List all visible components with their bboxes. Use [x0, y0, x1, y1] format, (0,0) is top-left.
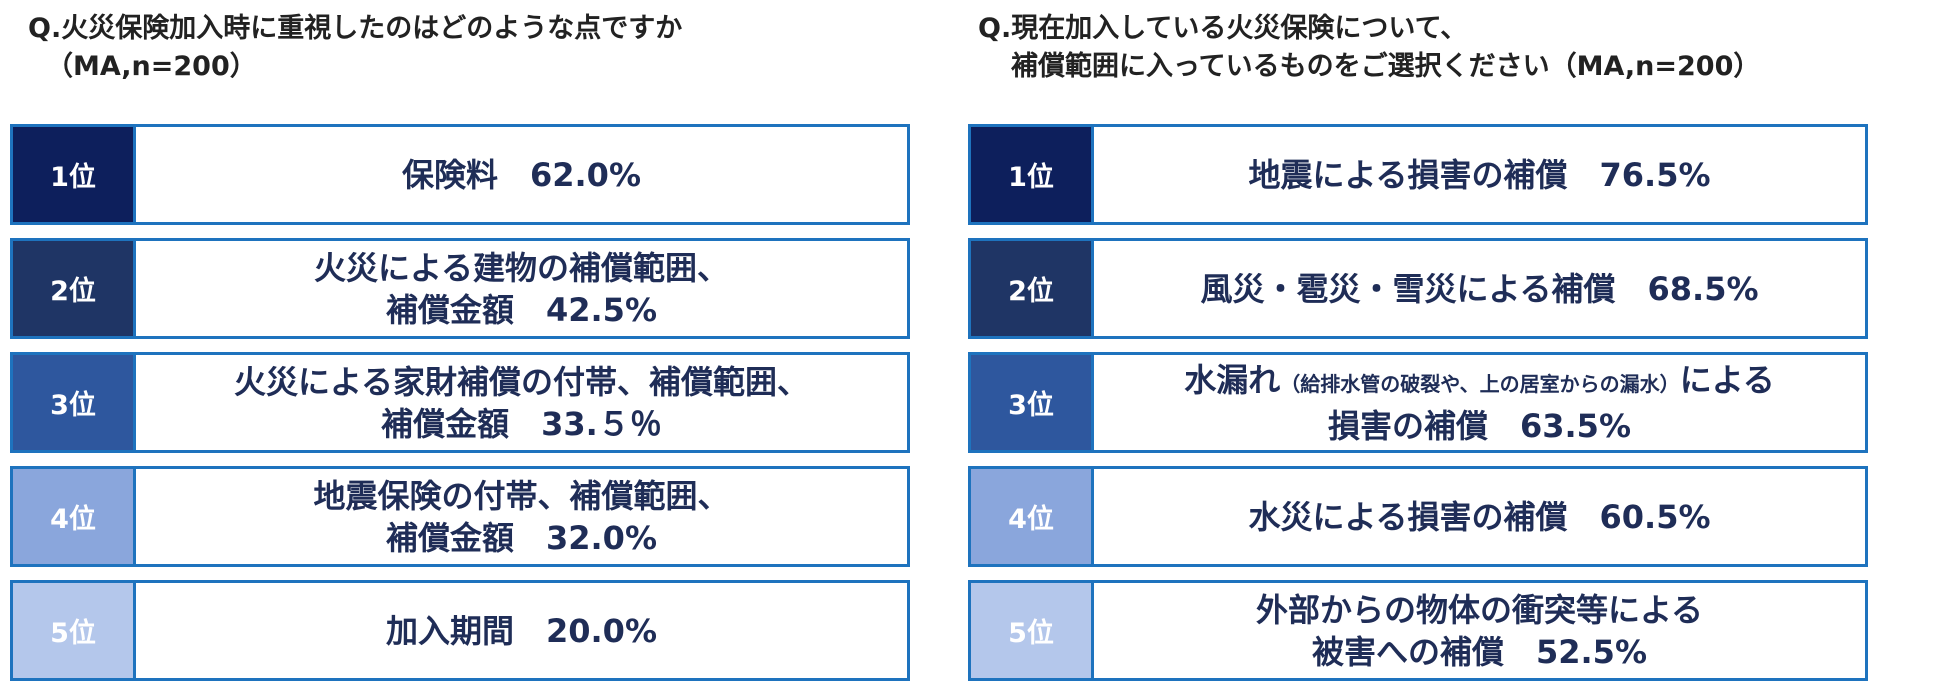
- rank-item-text: 水漏れ（給排水管の破裂や、上の居室からの漏水）による 損害の補償 63.5%: [1094, 355, 1865, 450]
- right-rank-row-1: 1位 地震による損害の補償 76.5%: [968, 124, 1868, 225]
- left-rank-row-5: 5位 加入期間 20.0%: [10, 580, 910, 681]
- right-rank-row-3: 3位 水漏れ（給排水管の破裂や、上の居室からの漏水）による 損害の補償 63.5…: [968, 352, 1868, 453]
- rank-item-line1: 火災による建物の補償範囲、: [313, 248, 730, 287]
- left-question: Q.火災保険加入時に重視したのはどのような点ですか （MA,n=200）: [28, 10, 682, 86]
- rank-badge: 3位: [13, 355, 136, 450]
- right-question: Q.現在加入している火災保険について、 補償範囲に入っているものをご選択ください…: [978, 10, 1760, 86]
- rank-item-line1: 地震保険の付帯、補償範囲、: [313, 476, 730, 515]
- rank-item-text: 地震保険の付帯、補償範囲、 補償金額 32.0%: [136, 469, 907, 564]
- left-rank-row-4: 4位 地震保険の付帯、補償範囲、 補償金額 32.0%: [10, 466, 910, 567]
- rank-badge: 3位: [971, 355, 1094, 450]
- rank-item-text: 保険料 62.0%: [136, 127, 907, 222]
- rank-badge: 5位: [13, 583, 136, 678]
- rank-badge: 5位: [971, 583, 1094, 678]
- rank-item-note: （給排水管の破裂や、上の居室からの漏水）: [1280, 371, 1680, 396]
- left-rank-row-1: 1位 保険料 62.0%: [10, 124, 910, 225]
- rank-item-line1: 水災による損害の補償 60.5%: [1248, 497, 1711, 536]
- rank-item-text: 火災による建物の補償範囲、 補償金額 42.5%: [136, 241, 907, 336]
- right-rank-row-2: 2位 風災・雹災・雪災による補償 68.5%: [968, 238, 1868, 339]
- rank-item-main: 水漏れ: [1184, 360, 1281, 399]
- rank-item-line2: 損害の補償 63.5%: [1327, 406, 1632, 445]
- right-rank-row-5: 5位 外部からの物体の衝突等による 被害への補償 52.5%: [968, 580, 1868, 681]
- rank-item-line1: 外部からの物体の衝突等による: [1255, 590, 1704, 629]
- right-question-line1: Q.現在加入している火災保険について、: [978, 13, 1468, 44]
- left-question-line2: （MA,n=200）: [46, 51, 257, 82]
- rank-item-line1: 地震による損害の補償 76.5%: [1248, 155, 1711, 194]
- left-rank-row-3: 3位 火災による家財補償の付帯、補償範囲、 補償金額 33.５％: [10, 352, 910, 453]
- rank-item-text: 地震による損害の補償 76.5%: [1094, 127, 1865, 222]
- rank-item-line1: 保険料 62.0%: [401, 155, 642, 194]
- rank-item-line2: 被害への補償 52.5%: [1311, 632, 1648, 671]
- rank-badge: 1位: [971, 127, 1094, 222]
- rank-item-line1: 加入期間 20.0%: [385, 611, 658, 650]
- rank-badge: 4位: [971, 469, 1094, 564]
- rank-item-line2: 補償金額 42.5%: [385, 290, 658, 329]
- rank-item-text: 風災・雹災・雪災による補償 68.5%: [1094, 241, 1865, 336]
- rank-badge: 2位: [971, 241, 1094, 336]
- left-ranking-panel: Q.火災保険加入時に重視したのはどのような点ですか （MA,n=200） 1位 …: [10, 0, 920, 697]
- right-question-line2: 補償範囲に入っているものをご選択ください（MA,n=200）: [1011, 51, 1761, 82]
- rank-item-line2: 補償金額 32.0%: [385, 518, 658, 557]
- right-rank-list: 1位 地震による損害の補償 76.5% 2位 風災・雹災・雪災による補償 68.…: [968, 124, 1868, 694]
- rank-item-line1: 火災による家財補償の付帯、補償範囲、: [233, 362, 810, 401]
- rank-badge: 2位: [13, 241, 136, 336]
- rank-item-line1: 風災・雹災・雪災による補償 68.5%: [1200, 269, 1759, 308]
- rank-item-text: 水災による損害の補償 60.5%: [1094, 469, 1865, 564]
- rank-item-text: 加入期間 20.0%: [136, 583, 907, 678]
- left-question-line1: Q.火災保険加入時に重視したのはどのような点ですか: [28, 13, 683, 44]
- rank-item-tail: による: [1679, 360, 1775, 399]
- rank-badge: 1位: [13, 127, 136, 222]
- rank-item-text: 外部からの物体の衝突等による 被害への補償 52.5%: [1094, 583, 1865, 678]
- right-rank-row-4: 4位 水災による損害の補償 60.5%: [968, 466, 1868, 567]
- left-rank-row-2: 2位 火災による建物の補償範囲、 補償金額 42.5%: [10, 238, 910, 339]
- rank-item-text: 火災による家財補償の付帯、補償範囲、 補償金額 33.５％: [136, 355, 907, 450]
- rank-item-line1: 水漏れ（給排水管の破裂や、上の居室からの漏水）による: [1184, 359, 1774, 405]
- rank-item-line2: 補償金額 33.５％: [381, 404, 662, 443]
- rank-badge: 4位: [13, 469, 136, 564]
- right-ranking-panel: Q.現在加入している火災保険について、 補償範囲に入っているものをご選択ください…: [968, 0, 1878, 697]
- left-rank-list: 1位 保険料 62.0% 2位 火災による建物の補償範囲、 補償金額 42.5%…: [10, 124, 910, 694]
